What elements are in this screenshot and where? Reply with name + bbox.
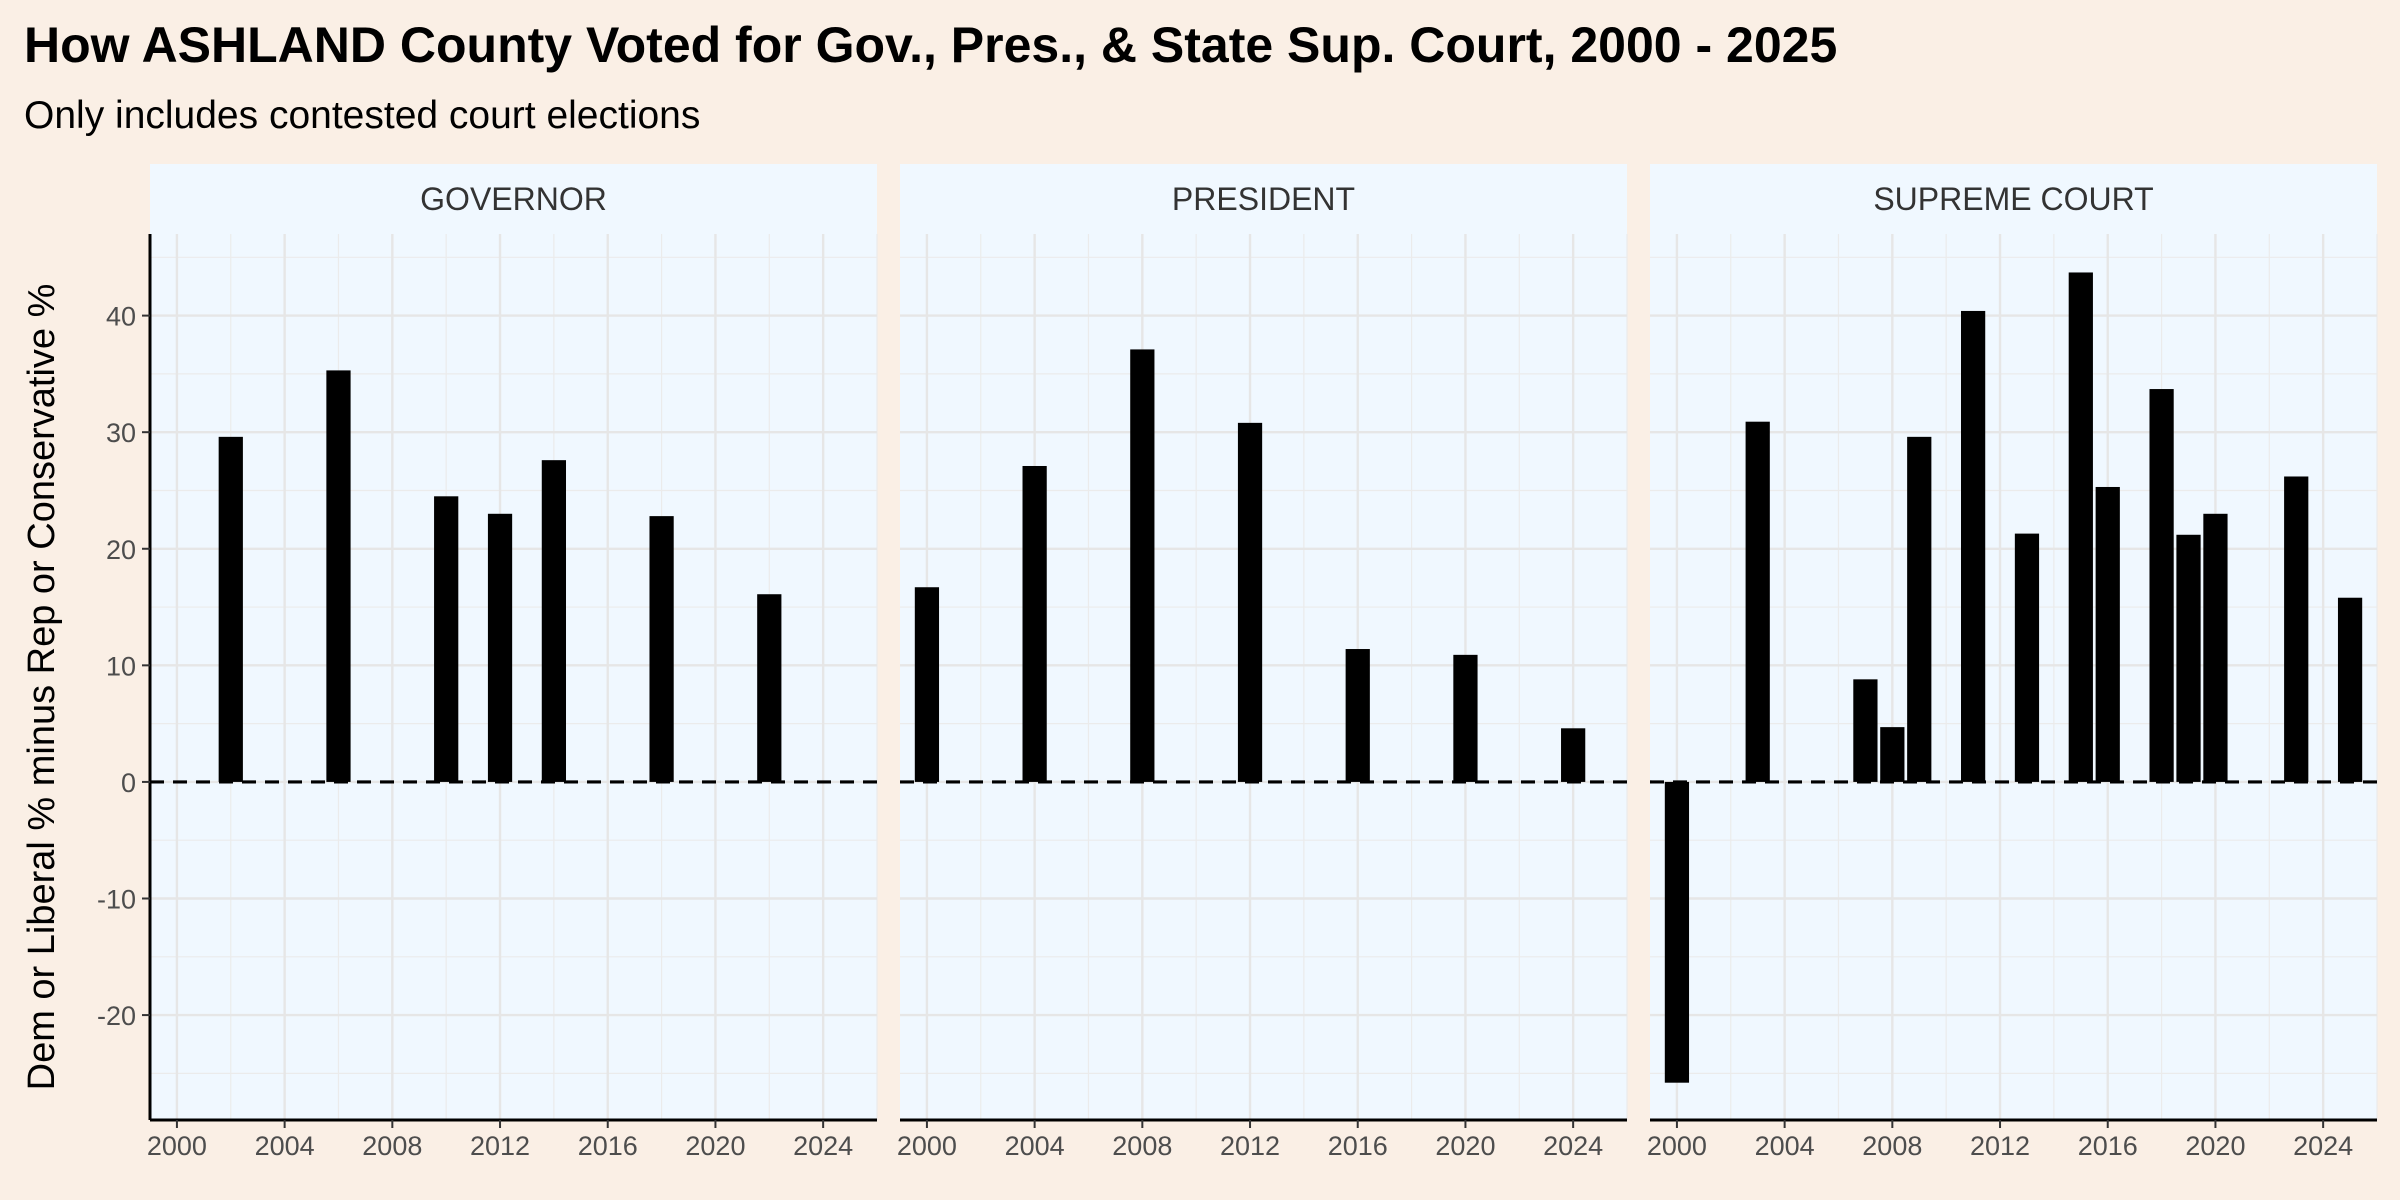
y-tick-label: 20 bbox=[106, 535, 136, 565]
bar-2020 bbox=[1453, 654, 1478, 782]
bar-2010 bbox=[434, 496, 459, 782]
y-tick-label: -20 bbox=[97, 1001, 136, 1031]
panel-president: PRESIDENT 2000 2004 2008 2012 2016 2020 2024 bbox=[897, 164, 1628, 1161]
y-tick-label: -10 bbox=[97, 885, 136, 915]
bar-2000 bbox=[1664, 781, 1690, 1083]
bar-2008 bbox=[1880, 727, 1905, 782]
x-tick-label: 2004 bbox=[1755, 1131, 1815, 1161]
bar-2014 bbox=[541, 460, 567, 782]
x-tick-label: 2016 bbox=[2078, 1131, 2138, 1161]
bar-2011 bbox=[1960, 310, 1986, 782]
bar-2012 bbox=[1237, 422, 1263, 782]
bar-2018 bbox=[2149, 389, 2174, 782]
bar-2016 bbox=[2095, 486, 2120, 782]
strip-background bbox=[900, 164, 1627, 234]
bar-2025 bbox=[2337, 597, 2363, 782]
bar-2022 bbox=[757, 594, 782, 782]
y-tick-label: 0 bbox=[121, 768, 136, 798]
bar-2012 bbox=[487, 513, 513, 782]
chart-subtitle: Only includes contested court elections bbox=[24, 94, 700, 137]
y-tick-label: 10 bbox=[106, 651, 136, 681]
bar-2000 bbox=[914, 587, 940, 782]
strip-label: SUPREME COURT bbox=[1873, 181, 2153, 217]
bar-2006 bbox=[326, 370, 351, 782]
x-tick-label: 2024 bbox=[793, 1131, 853, 1161]
bar-2003 bbox=[1745, 421, 1770, 782]
bar-2002 bbox=[218, 436, 243, 782]
x-tick-label: 2004 bbox=[1005, 1131, 1065, 1161]
x-tick-label: 2012 bbox=[1970, 1131, 2030, 1161]
x-tick-label: 2000 bbox=[897, 1131, 957, 1161]
chart-title: How ASHLAND County Voted for Gov., Pres.… bbox=[24, 17, 1837, 73]
facet-panels: GOVERNOR 2000 2004 2008 2012 2016 2020 2024 -20 -… bbox=[97, 164, 2378, 1161]
x-tick-label: 2024 bbox=[2293, 1131, 2353, 1161]
panel-background bbox=[1650, 234, 2377, 1120]
bar-2008 bbox=[1130, 349, 1155, 782]
bar-2007 bbox=[1853, 679, 1878, 782]
x-tick-label: 2008 bbox=[1112, 1131, 1172, 1161]
x-tick-label: 2024 bbox=[1543, 1131, 1603, 1161]
x-tick-label: 2000 bbox=[1647, 1131, 1707, 1161]
strip-label: GOVERNOR bbox=[420, 181, 607, 217]
bar-2004 bbox=[1022, 465, 1047, 782]
panel-background bbox=[150, 234, 877, 1120]
panel-governor: GOVERNOR 2000 2004 2008 2012 2016 2020 2024 -20 -… bbox=[97, 164, 878, 1161]
bar-2009 bbox=[1907, 436, 1932, 782]
bar-2024 bbox=[1561, 728, 1586, 782]
bar-2015 bbox=[2068, 272, 2093, 782]
y-tick-label: 40 bbox=[106, 302, 136, 332]
bar-2023 bbox=[2284, 476, 2309, 782]
bar-2018 bbox=[649, 516, 674, 782]
y-axis-label: Dem or Liberal % minus Rep or Conservati… bbox=[21, 284, 63, 1091]
x-tick-label: 2008 bbox=[362, 1131, 422, 1161]
y-tick-label: 30 bbox=[106, 418, 136, 448]
bar-2013 bbox=[2014, 533, 2040, 782]
x-tick-label: 2016 bbox=[578, 1131, 638, 1161]
panel-background bbox=[900, 234, 1627, 1120]
x-tick-label: 2012 bbox=[1220, 1131, 1280, 1161]
x-tick-label: 2012 bbox=[470, 1131, 530, 1161]
bar-2019 bbox=[2176, 534, 2201, 782]
panel-supreme-court: SUPREME COURT 2000 2004 2008 2012 2016 2020 202… bbox=[1647, 164, 2378, 1161]
x-tick-label: 2020 bbox=[2185, 1131, 2245, 1161]
x-tick-label: 2004 bbox=[255, 1131, 315, 1161]
x-tick-label: 2008 bbox=[1862, 1131, 1922, 1161]
bar-2016 bbox=[1345, 649, 1370, 782]
strip-background bbox=[1650, 164, 2377, 234]
x-tick-label: 2020 bbox=[1435, 1131, 1495, 1161]
x-tick-label: 2000 bbox=[147, 1131, 207, 1161]
strip-label: PRESIDENT bbox=[1172, 181, 1355, 217]
strip-background bbox=[150, 164, 877, 234]
x-tick-label: 2020 bbox=[685, 1131, 745, 1161]
x-tick-label: 2016 bbox=[1328, 1131, 1388, 1161]
bar-2020 bbox=[2203, 513, 2228, 782]
